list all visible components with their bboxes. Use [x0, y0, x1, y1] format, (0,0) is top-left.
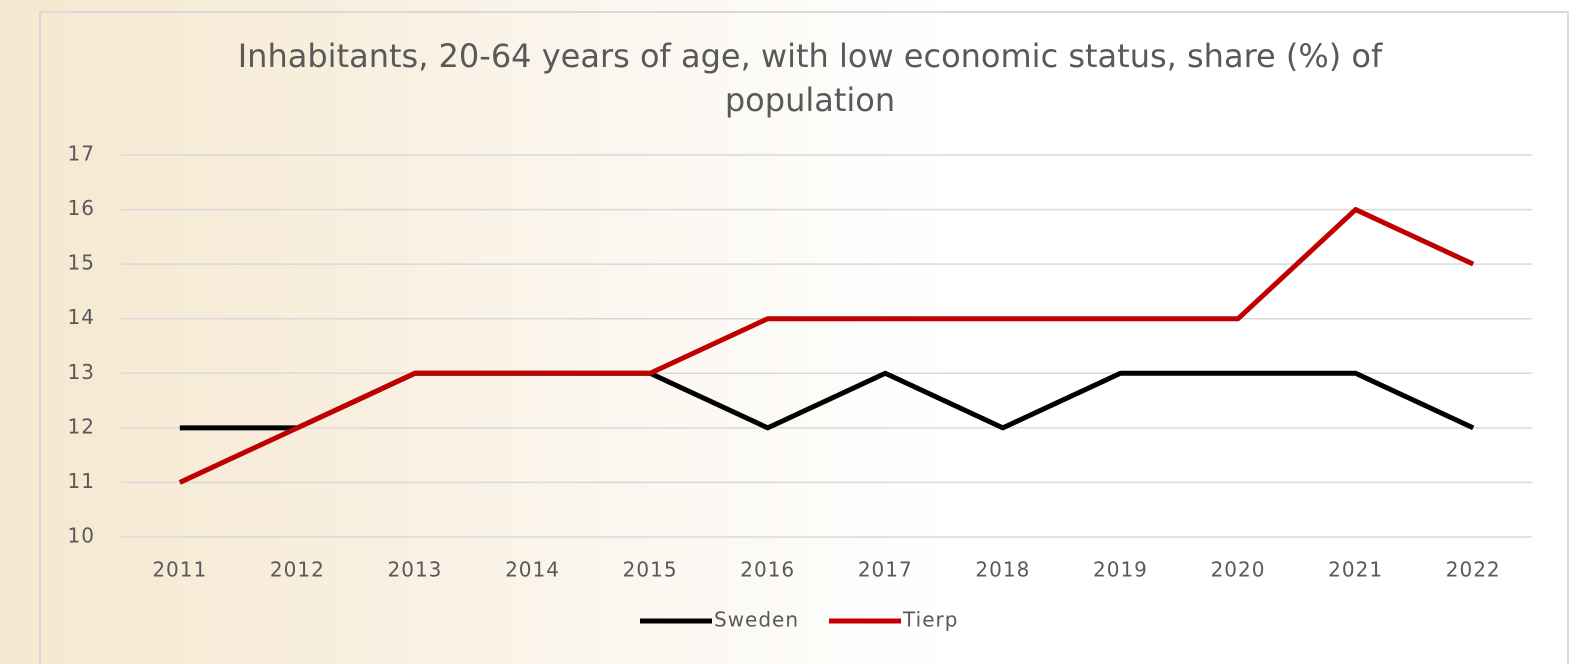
x-tick-label: 2021 [1328, 558, 1383, 582]
x-tick-label: 2011 [152, 558, 207, 582]
x-tick-label: 2020 [1211, 558, 1266, 582]
chart-title: Inhabitants, 20-64 years of age, with lo… [237, 37, 1383, 119]
y-tick-label: 17 [68, 142, 95, 166]
y-tick-label: 16 [68, 196, 95, 220]
x-tick-label: 2017 [858, 558, 913, 582]
chart-frame [39, 11, 1569, 664]
x-tick-label: 2014 [505, 558, 560, 582]
y-tick-label: 13 [68, 360, 95, 384]
x-tick-label: 2015 [623, 558, 678, 582]
line-series [179, 370, 1475, 431]
x-tick-label: 2013 [388, 558, 443, 582]
y-tick-label: 12 [68, 414, 95, 438]
x-tick-label: 2022 [1446, 558, 1501, 582]
x-tick-label: 2018 [975, 558, 1030, 582]
y-tick-label: 15 [68, 251, 95, 275]
line-series [178, 207, 1475, 485]
y-tick-label: 10 [68, 524, 95, 548]
legend-label: Sweden [714, 608, 799, 632]
x-tick-label: 2019 [1093, 558, 1148, 582]
y-tick-label: 11 [68, 469, 95, 493]
legend-label: Tierp [902, 608, 958, 632]
x-tick-label: 2012 [270, 558, 325, 582]
x-tick-label: 2016 [740, 558, 795, 582]
y-tick-label: 14 [68, 305, 95, 329]
